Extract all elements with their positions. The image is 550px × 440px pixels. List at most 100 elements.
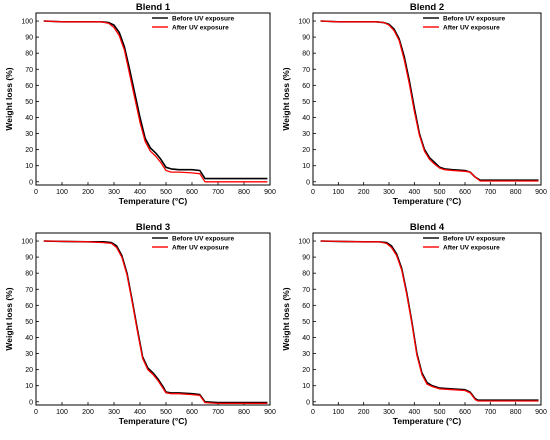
y-tick-label: 0	[29, 179, 33, 186]
x-tick-label: 600	[459, 189, 471, 196]
x-tick-label: 0	[34, 189, 38, 196]
y-tick-label: 90	[302, 35, 310, 42]
x-tick-label: 500	[160, 189, 172, 196]
y-tick-label: 100	[298, 239, 310, 246]
y-tick-label: 10	[25, 383, 33, 390]
x-tick-label: 200	[358, 409, 370, 416]
x-tick-label: 400	[134, 189, 146, 196]
x-tick-label: 700	[484, 409, 496, 416]
y-tick-label: 30	[25, 131, 33, 138]
y-tick-label: 10	[302, 383, 310, 390]
y-tick-label: 50	[302, 319, 310, 326]
y-tick-label: 20	[302, 367, 310, 374]
y-tick-label: 90	[25, 255, 33, 262]
y-axis-label: Weight loss (%)	[281, 67, 291, 130]
x-tick-label: 300	[383, 189, 395, 196]
x-tick-label: 700	[212, 189, 224, 196]
chart-panel-2: Blend 2 0 100 200 300 400 500 600 700 800 900 0 10 20…	[281, 2, 547, 206]
x-tick-label: 500	[434, 409, 446, 416]
chart-title: Blend 1	[136, 2, 171, 13]
y-tick-label: 40	[302, 335, 310, 342]
legend-label: Before UV exposure	[172, 15, 235, 22]
x-tick-label: 600	[459, 409, 471, 416]
series-line-1	[320, 240, 539, 401]
y-tick-label: 90	[302, 255, 310, 262]
x-tick-label: 400	[134, 409, 146, 416]
y-tick-label: 30	[25, 351, 33, 358]
x-tick-label: 200	[82, 409, 94, 416]
y-tick-label: 40	[25, 335, 33, 342]
x-tick-label: 700	[484, 189, 496, 196]
x-tick-label: 100	[332, 409, 344, 416]
y-tick-label: 60	[25, 303, 33, 310]
y-tick-label: 40	[302, 115, 310, 122]
legend-label: After UV exposure	[443, 24, 500, 31]
x-axis-label: Temperature (°C)	[393, 416, 462, 426]
y-tick-label: 90	[25, 35, 33, 42]
y-tick-label: 0	[306, 179, 310, 186]
y-tick-label: 0	[29, 399, 33, 406]
y-tick-label: 80	[25, 271, 33, 278]
y-tick-label: 20	[25, 147, 33, 154]
x-tick-label: 400	[408, 189, 420, 196]
y-tick-label: 70	[25, 67, 33, 74]
y-tick-label: 50	[25, 319, 33, 326]
y-tick-label: 50	[302, 99, 310, 106]
x-tick-label: 0	[34, 409, 38, 416]
y-tick-label: 20	[25, 367, 33, 374]
x-axis-label: Temperature (°C)	[393, 196, 462, 206]
x-tick-label: 100	[56, 409, 68, 416]
plot-frame	[35, 12, 271, 186]
plot-frame	[312, 12, 542, 186]
series-line-1	[320, 20, 539, 181]
x-tick-label: 200	[82, 189, 94, 196]
chart-title: Blend 2	[410, 2, 444, 13]
legend-label: After UV exposure	[443, 244, 500, 251]
series-line-2	[320, 240, 539, 402]
legend-label: After UV exposure	[172, 24, 229, 31]
series-line-2	[43, 20, 268, 183]
y-tick-label: 10	[302, 163, 310, 170]
x-tick-label: 0	[311, 409, 315, 416]
x-tick-label: 500	[160, 409, 172, 416]
chart-panel-1: Blend 1 0 100 200 300 400 500 600 700 800 900 0 10 20…	[4, 2, 276, 206]
y-tick-label: 100	[21, 239, 33, 246]
x-tick-label: 300	[108, 189, 120, 196]
x-axis-label: Temperature (°C)	[119, 196, 188, 206]
y-tick-label: 10	[25, 163, 33, 170]
x-tick-label: 0	[311, 189, 315, 196]
x-tick-label: 200	[358, 189, 370, 196]
y-tick-label: 60	[25, 83, 33, 90]
x-tick-label: 300	[108, 409, 120, 416]
plot-frame	[312, 232, 542, 406]
y-tick-label: 50	[25, 99, 33, 106]
y-tick-label: 70	[302, 67, 310, 74]
legend-label: Before UV exposure	[443, 235, 506, 242]
x-axis-label: Temperature (°C)	[119, 416, 188, 426]
y-tick-label: 100	[21, 19, 33, 26]
series-line-1	[43, 20, 268, 180]
y-tick-label: 100	[298, 19, 310, 26]
x-tick-label: 800	[510, 189, 522, 196]
x-tick-label: 800	[238, 189, 250, 196]
y-axis-label: Weight loss (%)	[4, 287, 14, 350]
y-tick-label: 0	[306, 399, 310, 406]
legend-label: Before UV exposure	[172, 235, 235, 242]
x-tick-label: 600	[186, 409, 198, 416]
x-tick-label: 500	[434, 189, 446, 196]
x-tick-label: 900	[535, 189, 547, 196]
x-tick-label: 900	[535, 409, 547, 416]
legend-label: Before UV exposure	[443, 15, 506, 22]
legend-label: After UV exposure	[172, 244, 229, 251]
y-tick-label: 20	[302, 147, 310, 154]
x-tick-label: 300	[383, 409, 395, 416]
y-tick-label: 60	[302, 303, 310, 310]
plot-frame	[35, 232, 271, 406]
y-tick-label: 70	[25, 287, 33, 294]
y-tick-label: 60	[302, 83, 310, 90]
x-tick-label: 400	[408, 409, 420, 416]
chart-panel-4: Blend 4 0 100 200 300 400 500 600 700 800 900 0 10 20…	[281, 222, 547, 426]
chart-title: Blend 3	[136, 222, 170, 233]
